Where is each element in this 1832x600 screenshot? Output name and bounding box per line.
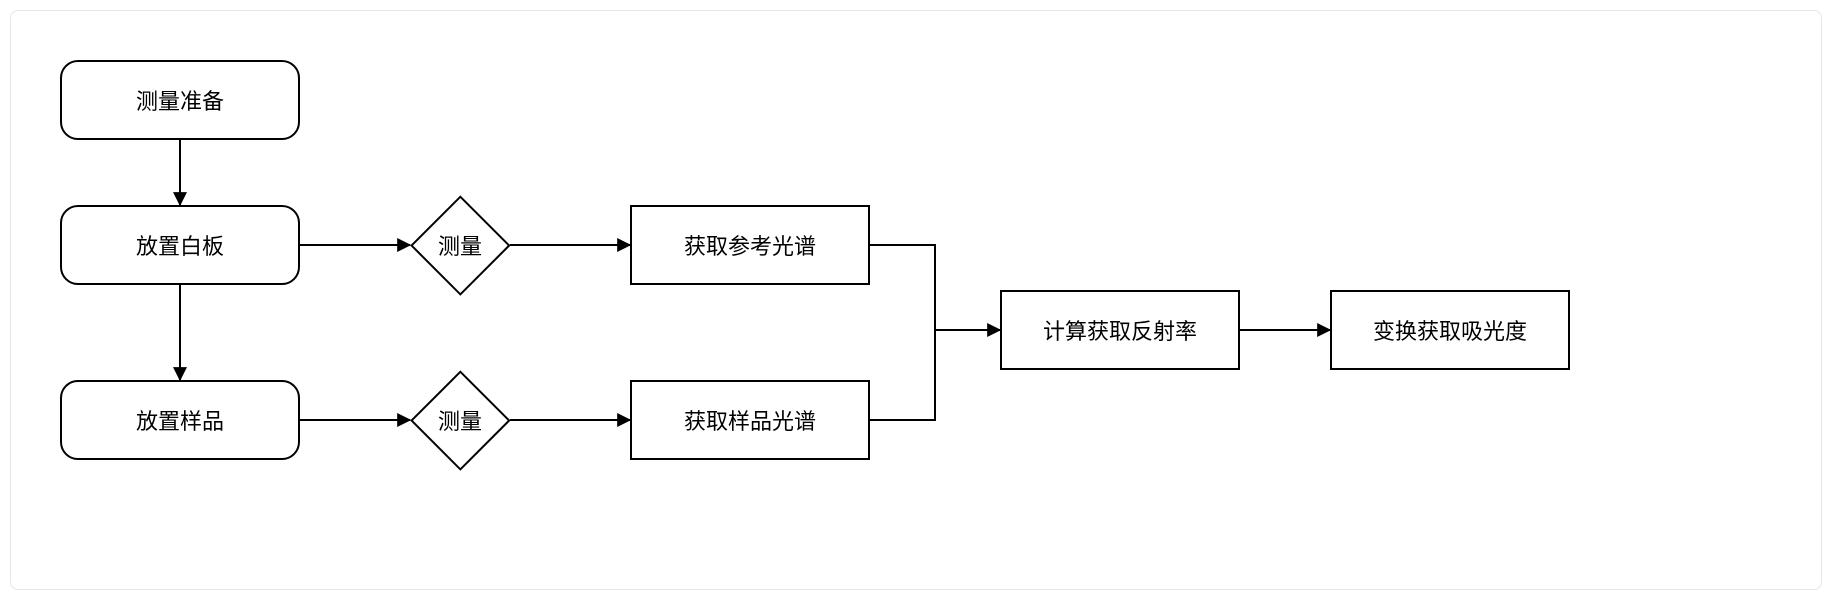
node-sample-spectrum: 获取样品光谱 xyxy=(630,380,870,460)
node-label: 放置白板 xyxy=(136,229,224,261)
node-measure-1: 测量 xyxy=(410,195,510,295)
node-place-sample: 放置样品 xyxy=(60,380,300,460)
node-reference-spectrum: 获取参考光谱 xyxy=(630,205,870,285)
node-measure-2: 测量 xyxy=(410,370,510,470)
node-label: 测量准备 xyxy=(136,84,224,116)
node-label: 测量 xyxy=(438,229,482,261)
node-label: 获取样品光谱 xyxy=(684,404,816,436)
node-reflectance: 计算获取反射率 xyxy=(1000,290,1240,370)
flowchart-canvas: 测量准备 放置白板 放置样品 测量 测量 获取参考光谱 获取样品光谱 计算获取反… xyxy=(0,0,1832,600)
node-prepare: 测量准备 xyxy=(60,60,300,140)
node-label: 测量 xyxy=(438,404,482,436)
node-place-whiteboard: 放置白板 xyxy=(60,205,300,285)
node-label: 获取参考光谱 xyxy=(684,229,816,261)
node-absorbance: 变换获取吸光度 xyxy=(1330,290,1570,370)
node-label: 计算获取反射率 xyxy=(1043,314,1197,346)
node-label: 放置样品 xyxy=(136,404,224,436)
node-label: 变换获取吸光度 xyxy=(1373,314,1527,346)
